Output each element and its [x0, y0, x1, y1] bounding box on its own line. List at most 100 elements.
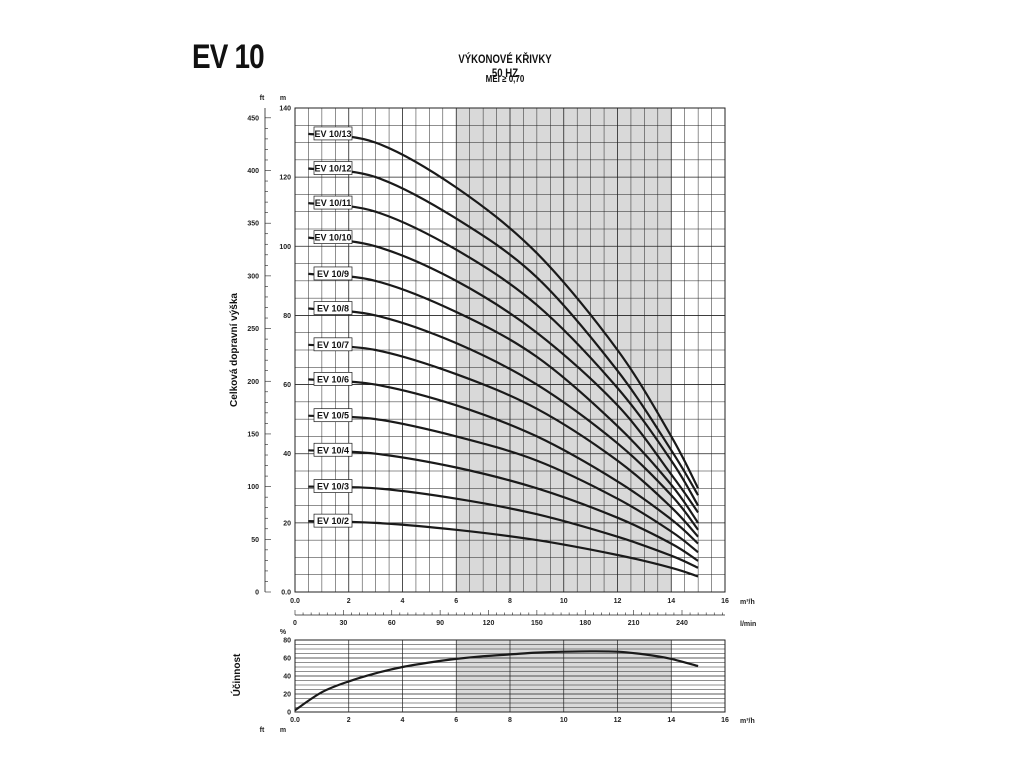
y-tick-label: 100 — [279, 244, 291, 251]
efficiency-chart: 0 20 40 60 80% 0.0 2 4 6 8 10 12 14 16 m³/h ft m — [260, 629, 755, 734]
x-secondary-tick-label: 60 — [388, 620, 396, 627]
efficiency-x-tick-label: 14 — [667, 717, 675, 724]
efficiency-x-tick-label: 4 — [401, 717, 405, 724]
curve-line — [308, 343, 699, 538]
curve-line — [308, 272, 699, 524]
head-axis-label: Celková dopravní výška — [229, 293, 240, 407]
curve-label-box — [313, 513, 353, 528]
curve-line — [308, 202, 700, 507]
y-tick-label: 40 — [283, 451, 291, 458]
curve-line — [308, 307, 699, 531]
curve-label: EV 10/3 — [317, 482, 349, 492]
curve-line — [308, 414, 699, 554]
curve-label: EV 10/7 — [317, 340, 349, 350]
efficiency-y-unit-label: % — [280, 629, 287, 636]
efficiency-x-tick-label: 12 — [614, 717, 622, 724]
x-tick-label: 10 — [560, 598, 568, 605]
efficiency-x-unit-label: m³/h — [740, 718, 755, 725]
curve-label: EV 10/11 — [315, 198, 352, 208]
curve-line — [308, 449, 699, 562]
efficiency-x-tick-label: 10 — [560, 717, 568, 724]
efficiency-x-tick-label: 2 — [347, 717, 351, 724]
curve-line — [308, 236, 699, 514]
curve-line — [308, 520, 699, 578]
curve-label-box — [313, 372, 353, 386]
y-unit-label: m — [280, 95, 286, 102]
y-tick-label: 80 — [283, 313, 291, 320]
y-secondary-tick-label: 400 — [247, 168, 259, 175]
curve-label-box — [313, 161, 353, 175]
efficiency-y-tick-label: 0 — [287, 710, 291, 717]
bottom-m-label: m — [280, 727, 286, 734]
efficiency-y-tick-label: 40 — [283, 674, 291, 681]
y-secondary-tick-label: 0 — [255, 590, 259, 597]
chart-title: VÝKONOVÉ KŘIVKY 50 HZ — [458, 52, 552, 80]
y-tick-label: 0.0 — [281, 590, 291, 597]
y-secondary-unit-label: ft — [260, 95, 265, 102]
y-secondary-tick-label: 350 — [247, 221, 259, 228]
x-tick-label: 16 — [721, 598, 729, 605]
efficiency-x-tick-label: 6 — [454, 717, 458, 724]
y-secondary-tick-label: 200 — [247, 379, 259, 386]
x-secondary-tick-label: 240 — [676, 620, 688, 627]
efficiency-y-tick-label: 20 — [283, 692, 291, 699]
x-tick-label: 8 — [508, 598, 512, 605]
y-tick-label: 140 — [279, 106, 291, 113]
curve-label-box — [313, 442, 353, 457]
curve-line — [308, 378, 699, 545]
curve-line — [308, 485, 699, 569]
curve-label-box — [313, 266, 353, 281]
curve-label: EV 10/2 — [317, 516, 349, 526]
efficiency-plot-frame — [294, 639, 726, 713]
efficiency-y-tick-label: 80 — [283, 638, 291, 645]
y-secondary-tick-label: 150 — [247, 431, 259, 438]
curve-label-box — [313, 126, 353, 141]
x-tick-label: 14 — [667, 598, 675, 605]
x-secondary-tick-label: 30 — [339, 620, 347, 627]
x-tick-label: 6 — [454, 598, 458, 605]
chart-subtitle: MEI ≥ 0,70 — [485, 74, 525, 85]
curve-label-box — [313, 337, 353, 352]
head-plot-frame — [294, 107, 726, 593]
curve-line — [308, 167, 700, 496]
y-secondary-tick-label: 250 — [247, 326, 259, 333]
x-secondary-unit-label: l/min — [740, 621, 756, 628]
y-tick-label: 120 — [279, 175, 291, 182]
curve-label-box — [313, 301, 353, 315]
curve-label: EV 10/4 — [317, 445, 349, 455]
x-secondary-tick-label: 210 — [628, 620, 640, 627]
x-secondary-tick-label: 120 — [483, 620, 495, 627]
y-secondary-tick-label: 50 — [251, 537, 259, 544]
page-title: EV 10 — [192, 38, 265, 76]
efficiency-x-tick-label: 16 — [721, 717, 729, 724]
curve-label: EV 10/10 — [314, 233, 351, 243]
curve-label: EV 10/5 — [317, 411, 349, 421]
y-secondary-tick-label: 300 — [247, 273, 259, 280]
efficiency-curve — [294, 650, 699, 712]
curve-label: EV 10/12 — [314, 164, 351, 174]
x-secondary-tick-label: 150 — [531, 620, 543, 627]
x-tick-label: 2 — [347, 598, 351, 605]
x-unit-label: m³/h — [740, 599, 755, 606]
efficiency-x-tick-label: 8 — [508, 717, 512, 724]
efficiency-axis-label: Účinnost — [230, 653, 243, 696]
curve-label-box — [313, 230, 353, 244]
x-tick-label: 4 — [401, 598, 405, 605]
curve-line — [308, 132, 700, 489]
curve-label-box — [313, 408, 353, 423]
curve-label: EV 10/8 — [317, 304, 349, 314]
efficiency-x-tick-label: 0.0 — [290, 717, 300, 724]
x-tick-label: 12 — [614, 598, 622, 605]
x-tick-label: 0.0 — [290, 598, 300, 605]
x-secondary-tick-label: 180 — [579, 620, 591, 627]
x-secondary-tick-label: 90 — [436, 620, 444, 627]
efficiency-y-tick-label: 60 — [283, 656, 291, 663]
x-secondary-tick-label: 0 — [293, 620, 297, 627]
head-chart: 0.020406080100120140m0501001502002503003… — [247, 95, 756, 628]
curve-label-box — [313, 195, 353, 210]
y-secondary-tick-label: 450 — [247, 115, 259, 122]
y-tick-label: 60 — [283, 382, 291, 389]
curve-label: EV 10/13 — [314, 129, 351, 139]
bottom-ft-label: ft — [260, 727, 265, 734]
